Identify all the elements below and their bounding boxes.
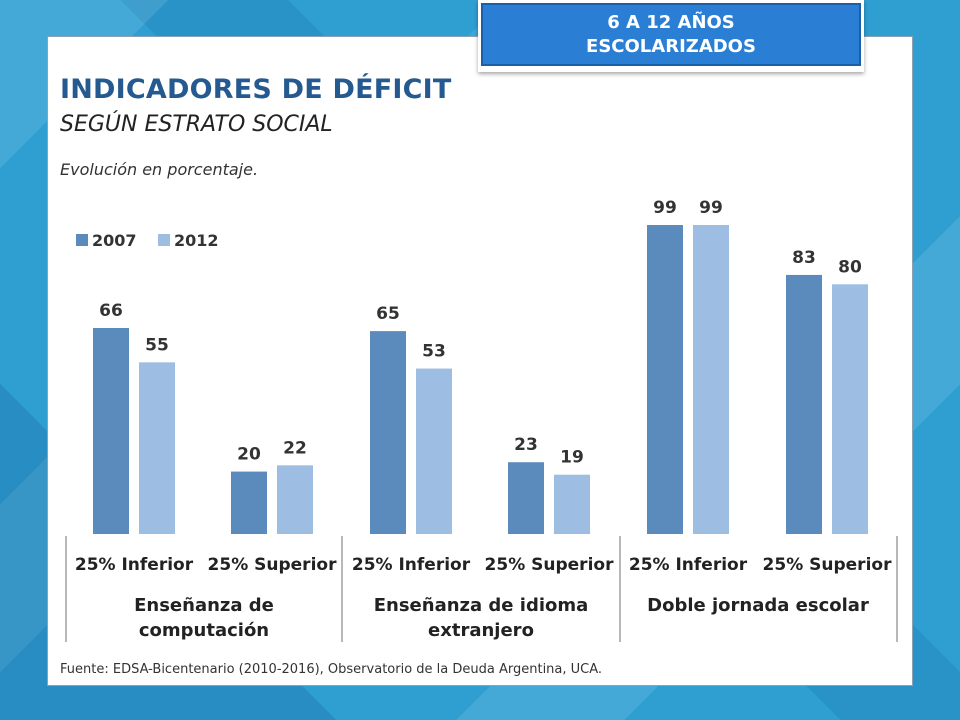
bar-2007-4 <box>647 225 683 534</box>
age-badge-inner: 6 A 12 AÑOS ESCOLARIZADOS <box>481 3 861 66</box>
bar-2012-3 <box>554 474 590 534</box>
category-label-4: 25% Inferior <box>629 555 748 575</box>
data-label-2012-4: 99 <box>699 198 723 218</box>
bar-2007-3 <box>508 462 544 534</box>
bar-2012-1 <box>277 465 313 534</box>
page-title: INDICADORES DE DÉFICIT <box>60 74 452 105</box>
legend-swatch-2007 <box>76 234 88 246</box>
legend-swatch-2012 <box>158 234 170 246</box>
group-label-0-line1: Enseñanza de <box>134 595 274 616</box>
bar-2012-5 <box>832 284 868 534</box>
data-label-2012-2: 53 <box>422 342 446 362</box>
bar-2007-1 <box>231 471 267 534</box>
age-badge-line2: ESCOLARIZADOS <box>586 35 756 57</box>
group-label-1-line2: extranjero <box>428 620 534 641</box>
group-label-1-line1: Enseñanza de idioma <box>374 595 589 616</box>
category-label-3: 25% Superior <box>485 555 615 575</box>
data-label-2012-3: 19 <box>560 448 584 468</box>
slide-panel <box>47 36 913 686</box>
age-badge: 6 A 12 AÑOS ESCOLARIZADOS <box>478 0 864 72</box>
category-label-0: 25% Inferior <box>75 555 194 575</box>
bar-2007-2 <box>370 331 406 534</box>
data-label-2007-3: 23 <box>514 435 538 455</box>
data-label-2012-1: 22 <box>283 438 307 458</box>
data-label-2007-2: 65 <box>376 304 400 324</box>
bar-2007-0 <box>93 328 129 534</box>
source-note: Fuente: EDSA-Bicentenario (2010-2016), O… <box>60 662 603 677</box>
data-label-2007-1: 20 <box>237 445 261 465</box>
bar-2012-2 <box>416 368 452 534</box>
page-subtitle: SEGÚN ESTRATO SOCIAL <box>60 112 333 137</box>
category-label-1: 25% Superior <box>208 555 338 575</box>
legend-label-2007: 2007 <box>92 231 137 250</box>
chart-note: Evolución en porcentaje. <box>60 160 259 179</box>
data-label-2012-5: 80 <box>838 257 862 277</box>
data-label-2012-0: 55 <box>145 335 169 355</box>
data-label-2007-5: 83 <box>792 248 816 268</box>
bar-2007-5 <box>786 274 822 534</box>
group-label-0-line2: computación <box>139 620 269 641</box>
category-label-2: 25% Inferior <box>352 555 471 575</box>
data-label-2007-4: 99 <box>653 198 677 218</box>
category-label-5: 25% Superior <box>763 555 893 575</box>
bar-2012-0 <box>139 362 175 534</box>
age-badge-line1: 6 A 12 AÑOS <box>607 11 735 33</box>
group-label-2-line1: Doble jornada escolar <box>647 595 869 616</box>
bar-2012-4 <box>693 225 729 534</box>
legend-label-2012: 2012 <box>174 231 219 250</box>
data-label-2007-0: 66 <box>99 301 123 321</box>
